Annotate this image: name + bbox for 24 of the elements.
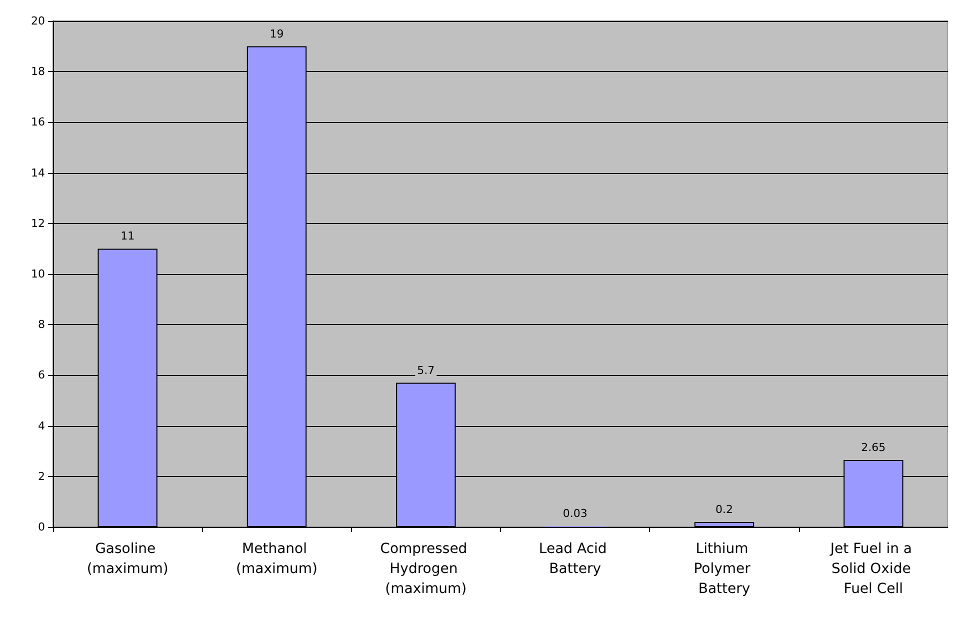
y-tick-label: 12 [31,216,45,230]
y-tick-label: 2 [38,470,45,483]
y-tick-label: 10 [31,268,45,280]
x-tick-label: Jet Fuel in a Solid Oxide Fuel Cell [829,541,916,597]
y-tick-label: 16 [31,116,45,129]
x-tick-label: Gasoline (maximum) [86,541,168,577]
data-label: 19 [270,27,284,40]
x-tick-label: Methanol (maximum) [236,541,318,577]
y-tick-label: 4 [38,419,45,432]
data-label: 0.2 [716,502,733,516]
y-tick-label: 8 [38,318,45,332]
data-label: 2.65 [861,440,886,454]
x-tick-label: Compressed Hydrogen (maximum) [380,541,472,597]
y-tick-label: 6 [38,368,45,382]
data-label: 5.7 [417,364,435,377]
y-tick-label: 0 [38,520,45,534]
y-tick-label: 20 [31,14,45,28]
y-tick-label: 14 [31,166,45,180]
data-label: 11 [120,230,135,243]
x-tick-label: Lead Acid Battery [538,541,612,577]
x-tick-label: Lithium Polymer Battery [694,541,755,597]
data-label: 0.03 [562,507,588,520]
y-tick-label: 18 [31,65,45,78]
bar [694,522,754,527]
